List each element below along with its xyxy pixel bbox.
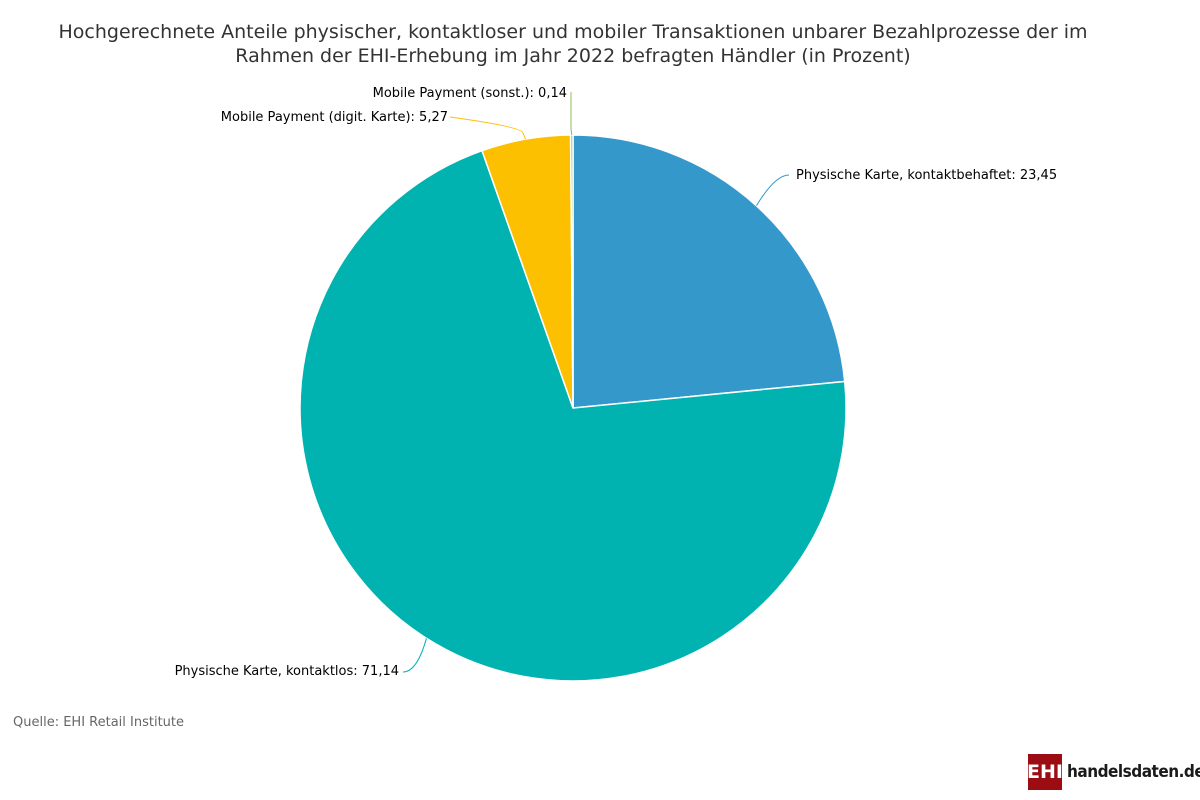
source-note: Quelle: EHI Retail Institute [13, 715, 185, 730]
chart-title: Hochgerechnete Anteile physischer, konta… [58, 21, 1088, 67]
pie-slice[interactable] [572, 134, 846, 409]
slice-data-label: Physische Karte, kontaktlos: 71,14 [175, 664, 399, 679]
slice-data-label: Mobile Payment (sonst.): 0,14 [373, 86, 567, 101]
pie-slice[interactable] [569, 134, 574, 409]
slice-connector-line [402, 638, 427, 673]
slice-connector-line [449, 116, 527, 140]
slice-data-label: Mobile Payment (digit. Karte): 5,27 [221, 110, 448, 125]
pie-slice[interactable] [299, 149, 847, 682]
slice-connector-line [755, 174, 790, 207]
ehi-logo-mark: EHI [1027, 754, 1063, 790]
logo-text: handelsdaten.de [1067, 762, 1200, 782]
slice-data-label: Physische Karte, kontaktbehaftet: 23,45 [796, 168, 1057, 183]
slice-connector-line [570, 92, 573, 136]
handelsdaten-logo[interactable]: EHI handelsdaten.de [1027, 754, 1200, 790]
